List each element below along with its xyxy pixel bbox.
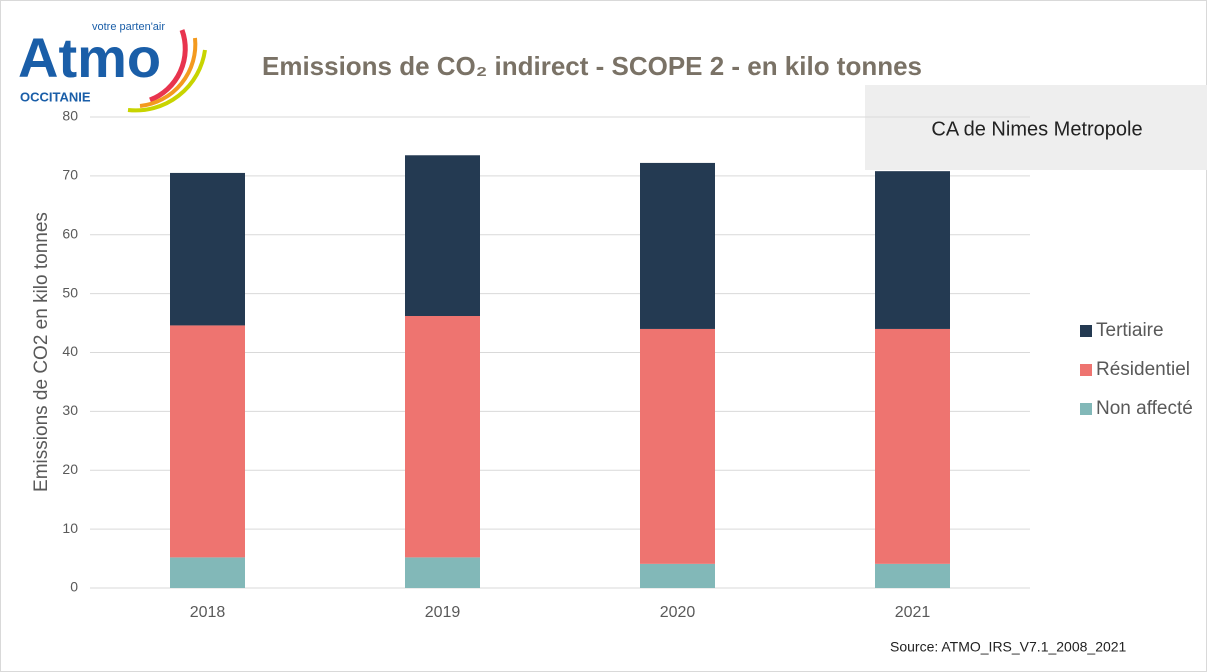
logo: Atmo votre parten'air OCCITANIE [18,21,207,113]
y-tick-label: 0 [70,579,78,595]
y-tick-label: 10 [62,520,78,536]
legend-swatch [1080,364,1092,376]
y-tick-label: 60 [62,225,78,241]
y-tick-label: 50 [62,284,78,300]
chart-title: Emissions de CO₂ indirect - SCOPE 2 - en… [262,51,922,81]
y-axis-label: Emissions de CO2 en kilo tonnes [31,212,52,492]
y-tick-label: 20 [62,461,78,477]
x-tick-label: 2018 [190,604,226,621]
logo-arc [127,49,207,113]
y-tick-label: 40 [62,343,78,359]
x-tick-label: 2021 [895,604,931,621]
logo-tagline: votre parten'air [92,21,165,33]
box-label: CA de Nimes Metropole [931,118,1142,140]
bar-segment [640,328,715,564]
bar-segment [875,563,950,588]
bar-segment [640,162,715,329]
y-tick-label: 80 [62,108,78,124]
legend-label: Résidentiel [1096,359,1190,380]
x-tick-label: 2020 [660,604,696,621]
bar-segment [170,557,245,588]
logo-name: Atmo [18,26,161,89]
bar-segment [875,328,950,564]
bar-segment [875,171,950,329]
label-box [865,85,1207,170]
legend-label: Non affecté [1096,398,1193,419]
logo-arc [149,29,188,103]
source: Source: ATMO_IRS_V7.1_2008_2021 [890,639,1127,655]
bar-segment [405,155,480,316]
bar-segment [405,315,480,558]
legend-swatch [1080,325,1092,337]
legend-label: Tertiaire [1096,320,1164,341]
bar-segment [170,172,245,326]
y-tick-label: 70 [62,167,78,183]
logo-region: OCCITANIE [20,89,91,104]
bar-segment [640,563,715,588]
bar-segment [405,557,480,588]
y-tick-label: 30 [62,402,78,418]
legend-swatch [1080,403,1092,415]
x-tick-label: 2019 [425,604,461,621]
bar-segment [170,325,245,558]
logo-arc [139,37,198,108]
